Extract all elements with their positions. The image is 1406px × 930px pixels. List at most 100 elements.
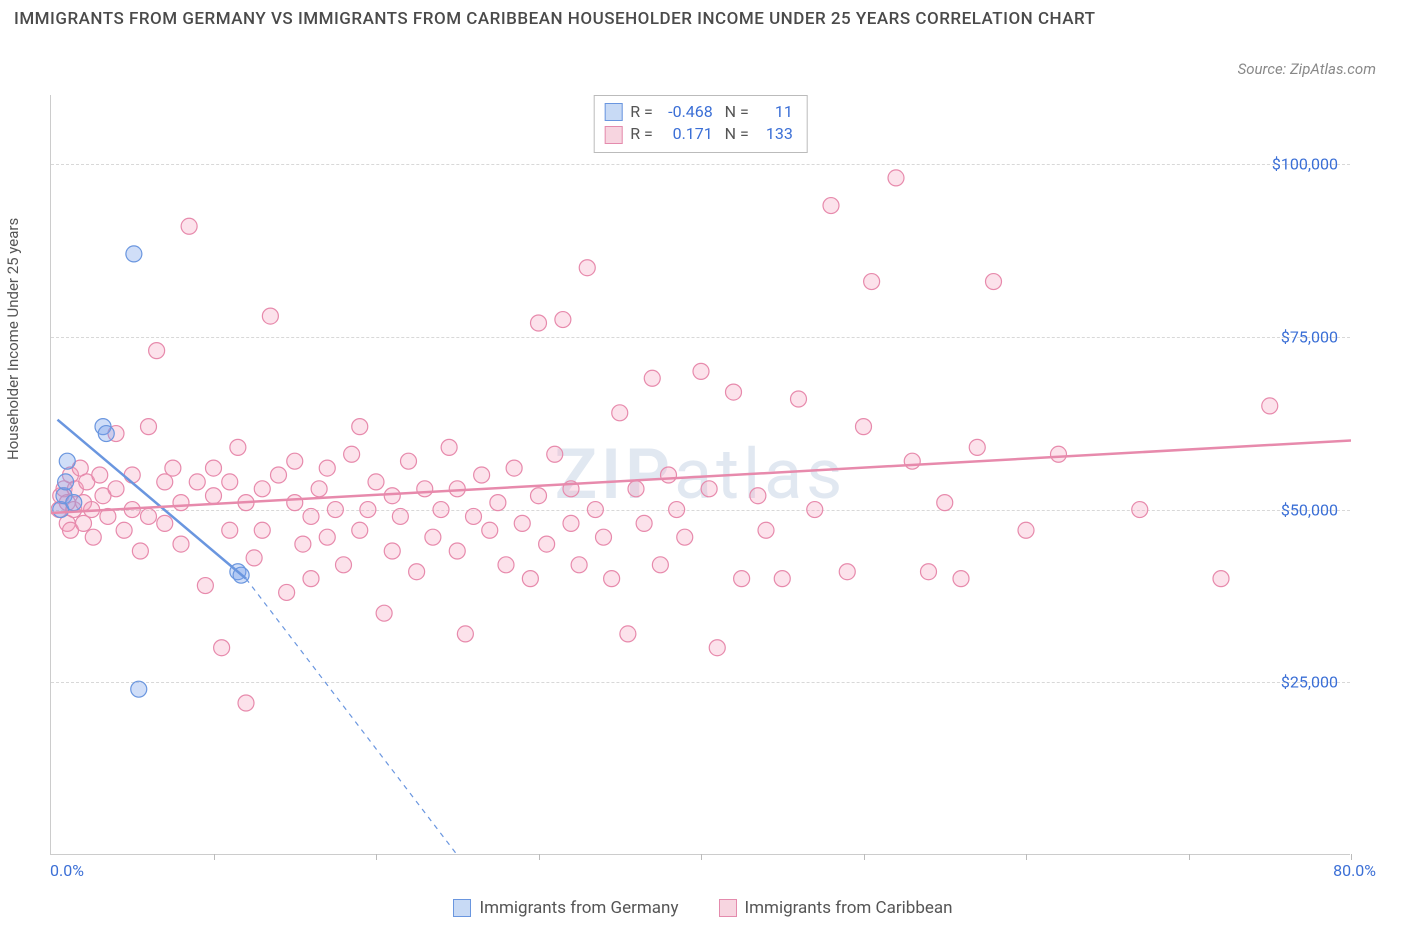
data-point [1051, 446, 1067, 462]
data-point [392, 508, 408, 524]
data-point [59, 453, 75, 469]
trend-line [51, 440, 1351, 513]
data-point [425, 529, 441, 545]
data-point [644, 370, 660, 386]
data-point [222, 474, 238, 490]
data-point [141, 508, 157, 524]
legend: Immigrants from GermanyImmigrants from C… [0, 898, 1406, 922]
data-point [620, 626, 636, 642]
data-point [547, 446, 563, 462]
data-point [401, 453, 417, 469]
data-point [157, 515, 173, 531]
data-point [254, 481, 270, 497]
data-point [131, 681, 147, 697]
legend-swatch [719, 899, 737, 917]
data-point [303, 508, 319, 524]
data-point [173, 495, 189, 511]
data-point [66, 495, 82, 511]
data-point [92, 467, 108, 483]
data-point [433, 502, 449, 518]
data-point [141, 419, 157, 435]
data-point [498, 557, 514, 573]
data-point [506, 460, 522, 476]
data-point [336, 557, 352, 573]
source-label: Source: ZipAtlas.com [1238, 60, 1376, 78]
data-point [368, 474, 384, 490]
y-axis-label: Householder Income Under 25 years [4, 218, 22, 460]
data-point [579, 260, 595, 276]
data-point [726, 384, 742, 400]
legend-item protocol: Immigrants from Germany [453, 898, 678, 918]
data-point [791, 391, 807, 407]
trend-line-extrapolated [246, 579, 457, 855]
data-point [888, 170, 904, 186]
data-point [466, 508, 482, 524]
data-point [482, 522, 498, 538]
data-point [262, 308, 278, 324]
data-point [986, 274, 1002, 290]
data-point [287, 453, 303, 469]
data-point [165, 460, 181, 476]
data-point [555, 312, 571, 328]
x-tick-label-max: 80.0% [1333, 861, 1376, 880]
data-point [295, 536, 311, 552]
data-point [709, 640, 725, 656]
data-point [522, 571, 538, 587]
data-point [904, 453, 920, 469]
data-point [652, 557, 668, 573]
data-point [126, 246, 142, 262]
data-point [124, 467, 140, 483]
data-point [457, 626, 473, 642]
data-point [206, 460, 222, 476]
data-point [1262, 398, 1278, 414]
data-point [539, 536, 555, 552]
data-point [531, 488, 547, 504]
data-point [246, 550, 262, 566]
data-point [701, 481, 717, 497]
data-point [384, 488, 400, 504]
data-point [563, 515, 579, 531]
data-point [449, 543, 465, 559]
data-point [839, 564, 855, 580]
scatter-plot: ZIPatlas R = -0.468 N = 11R = 0.171 N = … [50, 95, 1350, 855]
data-point [319, 460, 335, 476]
data-point [417, 481, 433, 497]
data-point [149, 343, 165, 359]
data-point [173, 536, 189, 552]
data-point [612, 405, 628, 421]
data-point [279, 584, 295, 600]
data-point [254, 522, 270, 538]
data-point [628, 481, 644, 497]
data-point [352, 419, 368, 435]
data-point [311, 481, 327, 497]
data-point [604, 571, 620, 587]
data-point [969, 439, 985, 455]
data-point [1213, 571, 1229, 587]
data-point [352, 522, 368, 538]
data-point [758, 522, 774, 538]
legend-swatch [453, 899, 471, 917]
data-point [344, 446, 360, 462]
data-point [1132, 502, 1148, 518]
data-point [937, 495, 953, 511]
data-point [677, 529, 693, 545]
data-point [271, 467, 287, 483]
data-point [636, 515, 652, 531]
data-point [116, 522, 132, 538]
data-point [807, 502, 823, 518]
legend-label: Immigrants from Germany [479, 898, 678, 918]
data-point [774, 571, 790, 587]
x-tick-label-min: 0.0% [50, 861, 84, 880]
data-point [197, 578, 213, 594]
data-point [181, 218, 197, 234]
data-point [669, 502, 685, 518]
data-point [734, 571, 750, 587]
data-point [409, 564, 425, 580]
data-point [238, 695, 254, 711]
data-point [693, 363, 709, 379]
data-point [490, 495, 506, 511]
data-point [132, 543, 148, 559]
data-point [319, 529, 335, 545]
data-point [953, 571, 969, 587]
data-point [287, 495, 303, 511]
